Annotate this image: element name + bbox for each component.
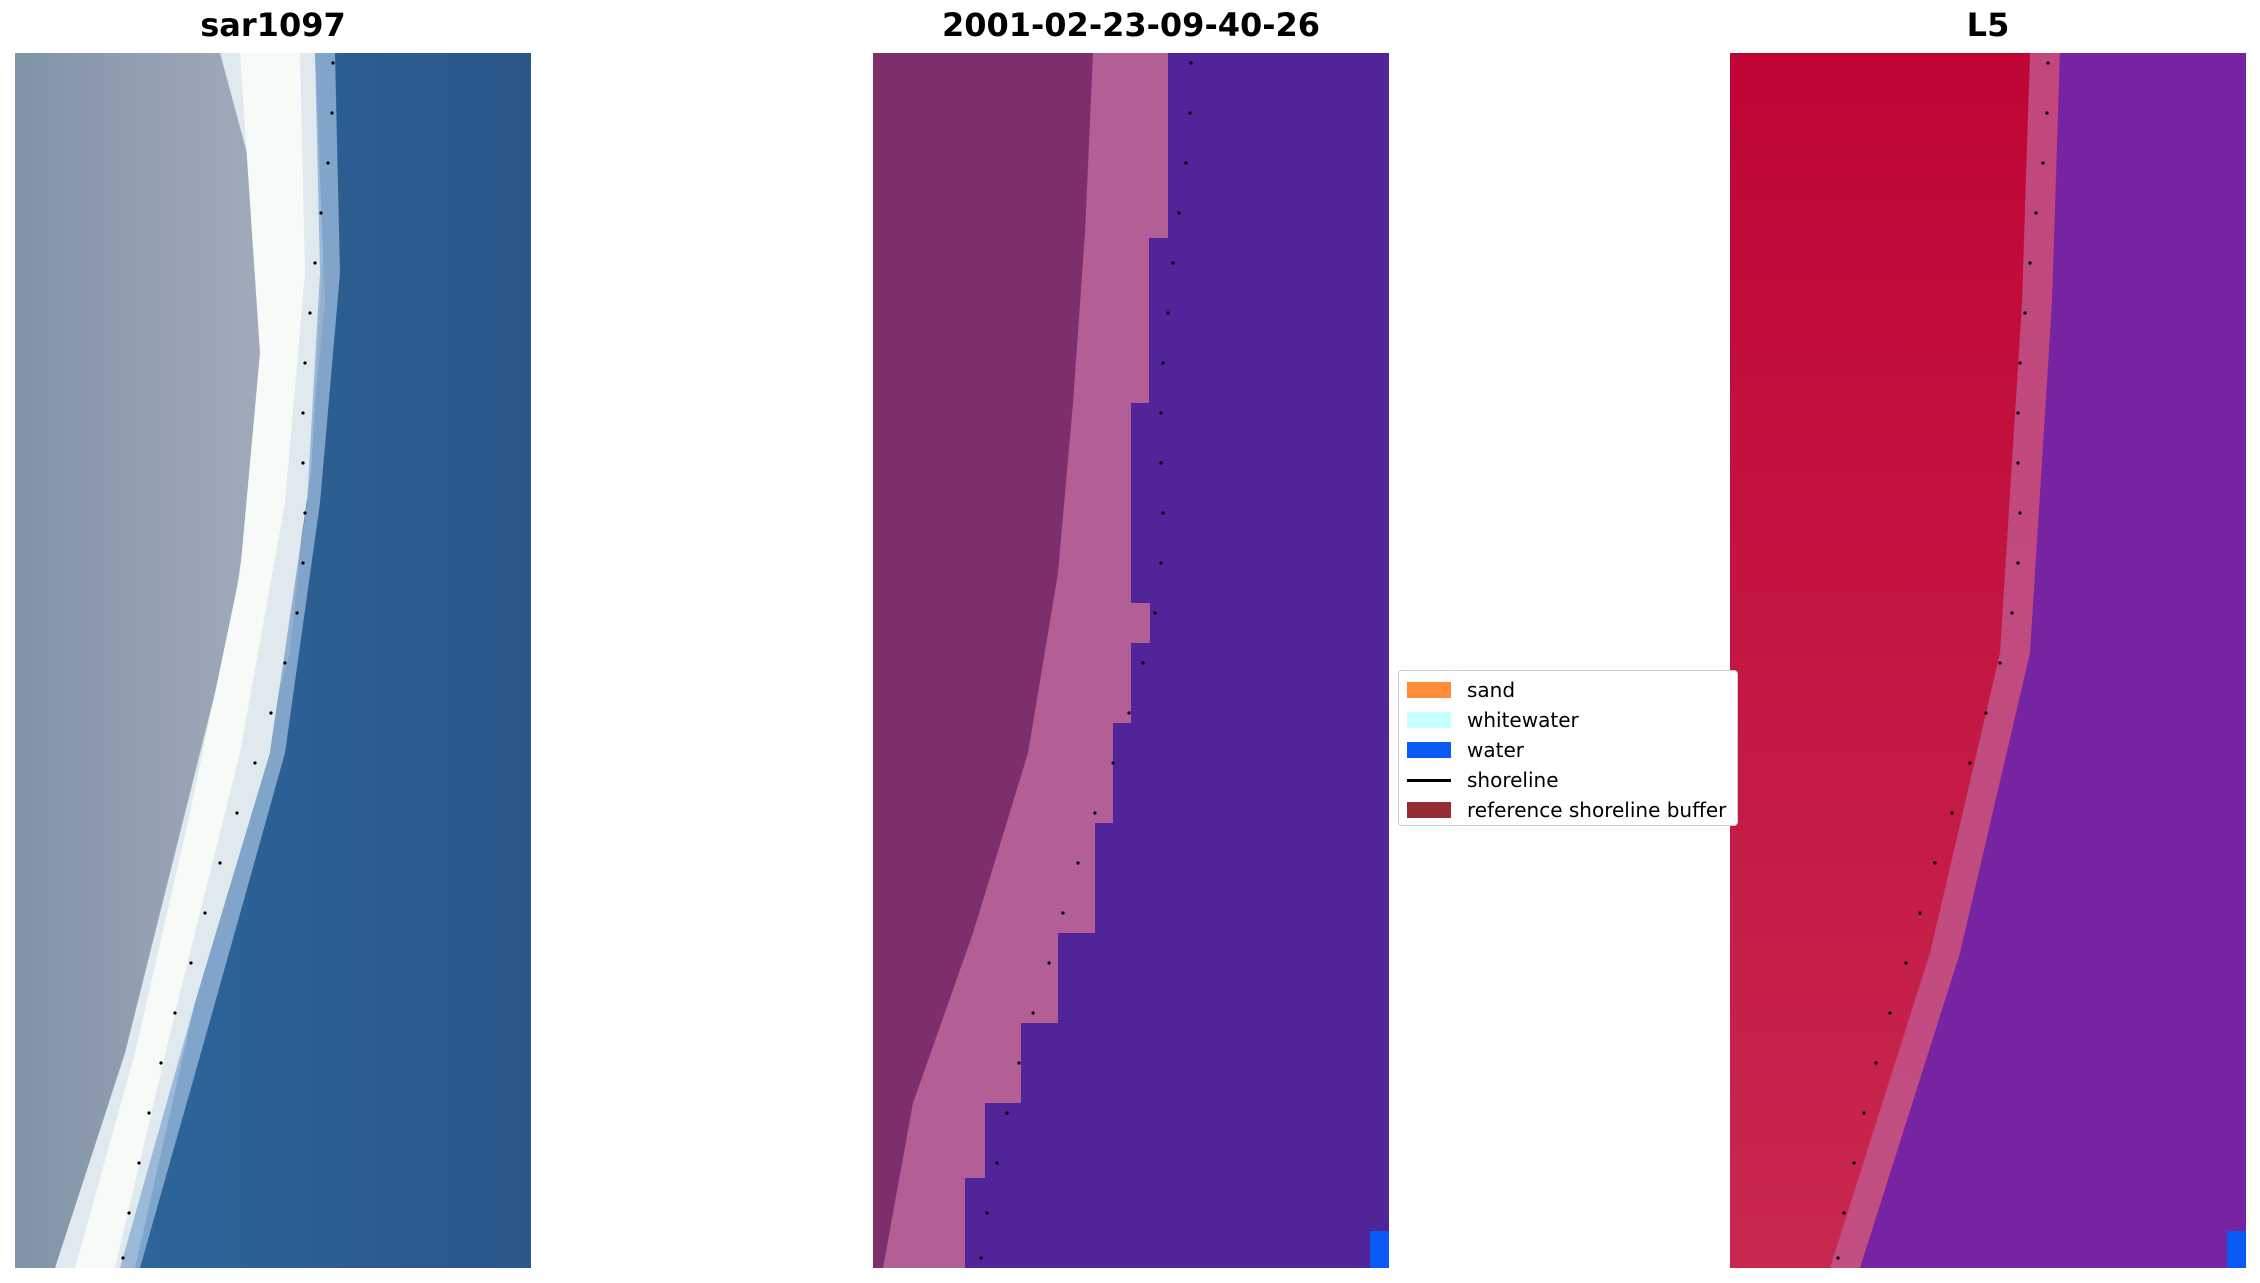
index-image-panel <box>1730 53 2246 1268</box>
sand-swatch <box>1407 682 1451 698</box>
legend-label-whitewater: whitewater <box>1467 708 1579 732</box>
legend-label-sand: sand <box>1467 678 1516 702</box>
legend-entry-water: water <box>1407 737 1524 763</box>
shoreline-line-swatch <box>1407 778 1451 782</box>
panel-title-middle: 2001-02-23-09-40-26 <box>941 6 1321 44</box>
legend-label-reference-buffer: reference shoreline buffer <box>1467 798 1727 822</box>
legend-entry-sand: sand <box>1407 677 1515 703</box>
legend-entry-shoreline: shoreline <box>1407 767 1559 793</box>
index-image <box>1730 53 2246 1268</box>
classified-image-panel <box>873 53 1389 1268</box>
whitewater-swatch <box>1407 712 1451 728</box>
legend: sand whitewater water shoreline referenc… <box>1398 670 1738 826</box>
classified-image <box>873 53 1389 1268</box>
legend-label-water: water <box>1467 738 1524 762</box>
panel-title-left: sar1097 <box>200 6 346 44</box>
water-swatch <box>1407 742 1451 758</box>
legend-label-shoreline: shoreline <box>1467 768 1559 792</box>
legend-entry-whitewater: whitewater <box>1407 707 1579 733</box>
rgb-image <box>15 53 531 1268</box>
legend-entry-reference-buffer: reference shoreline buffer <box>1407 797 1726 823</box>
panel-title-right: L5 <box>1966 6 2010 44</box>
shoreline-dots <box>979 61 1193 1260</box>
shoreline-dots <box>1836 61 2050 1260</box>
rgb-image-panel <box>15 53 531 1268</box>
reference-buffer-swatch <box>1407 802 1451 818</box>
shoreline-dots <box>121 61 335 1260</box>
